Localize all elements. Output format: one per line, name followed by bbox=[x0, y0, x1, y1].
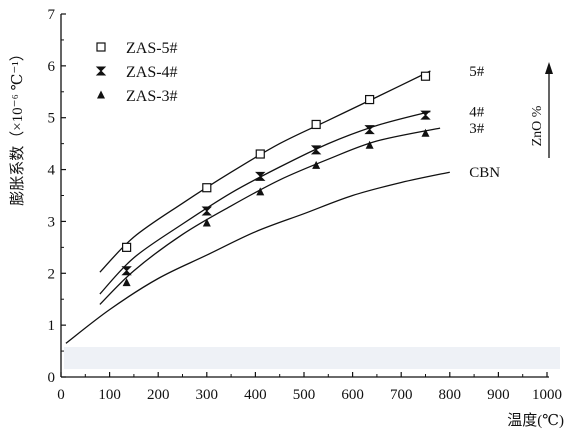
side-annotation: ZnO % bbox=[530, 62, 553, 158]
curve-label: CBN bbox=[469, 165, 500, 181]
y-tick-label: 5 bbox=[48, 111, 56, 127]
marker-triangle bbox=[256, 187, 265, 196]
marker-triangle bbox=[97, 90, 105, 99]
side-label: ZnO % bbox=[530, 105, 545, 146]
y-tick-label: 1 bbox=[48, 318, 56, 334]
x-tick-label: 0 bbox=[57, 387, 65, 403]
y-tick-label: 2 bbox=[48, 266, 56, 282]
x-tick-label: 400 bbox=[244, 387, 267, 403]
marker-hourglass bbox=[420, 110, 431, 120]
marker-hourglass bbox=[95, 66, 107, 76]
background-band bbox=[64, 347, 560, 369]
curve-label: 4# bbox=[469, 104, 485, 120]
marker-hourglass bbox=[255, 171, 266, 181]
x-ticks: 0 100 200 300 400 500 600 700 800 900 1000 bbox=[57, 372, 562, 403]
y-tick-label: 0 bbox=[48, 370, 56, 386]
marker-hourglass bbox=[121, 266, 132, 276]
x-tick-label: 800 bbox=[439, 387, 462, 403]
marker-open-square bbox=[311, 119, 321, 130]
y-tick-label: 6 bbox=[48, 59, 56, 75]
marker-open-square bbox=[255, 149, 265, 159]
x-tick-label: 300 bbox=[196, 387, 219, 403]
marker-hourglass bbox=[310, 145, 322, 155]
legend-label: ZAS-4# bbox=[126, 64, 178, 81]
curve-labels: 5# 4#3# CBN bbox=[469, 64, 500, 181]
marker-open-square bbox=[96, 42, 106, 52]
x-tick-label: 600 bbox=[341, 387, 364, 403]
marker-open-square bbox=[365, 94, 375, 105]
marker-hourglass bbox=[364, 125, 375, 135]
x-axis-title: 温度(℃) bbox=[507, 412, 564, 429]
curve-label: 3# bbox=[469, 121, 485, 137]
marker-open-square bbox=[420, 71, 431, 81]
data-markers bbox=[121, 71, 431, 287]
series-line bbox=[65, 171, 450, 344]
series-line bbox=[99, 127, 441, 305]
marker-triangle bbox=[312, 160, 321, 169]
y-axis-title: 膨胀系数（×10⁻⁶ ℃⁻¹） bbox=[9, 46, 26, 206]
marker-triangle bbox=[421, 128, 430, 137]
legend-label: ZAS-3# bbox=[126, 88, 178, 105]
marker-triangle bbox=[122, 278, 131, 287]
marker-open-square bbox=[202, 183, 212, 193]
y-tick-label: 7 bbox=[48, 7, 56, 23]
marker-triangle bbox=[202, 218, 211, 227]
x-tick-label: 1000 bbox=[532, 387, 562, 403]
marker-triangle bbox=[365, 140, 374, 149]
legend: ZAS-5# ZAS-4# ZAS-3# bbox=[95, 40, 178, 105]
y-tick-label: 3 bbox=[48, 214, 56, 230]
y-tick-label: 4 bbox=[48, 163, 56, 179]
series-line bbox=[99, 110, 431, 295]
x-tick-label: 900 bbox=[487, 387, 510, 403]
side-arrow-head bbox=[545, 62, 553, 74]
curve-label: 5# bbox=[469, 64, 485, 80]
fit-curves bbox=[65, 70, 450, 344]
x-tick-label: 700 bbox=[390, 387, 413, 403]
marker-open-square bbox=[122, 242, 132, 252]
y-ticks: 0 1 2 3 4 5 6 7 bbox=[48, 7, 66, 386]
legend-label: ZAS-5# bbox=[126, 40, 178, 57]
x-tick-label: 200 bbox=[147, 387, 170, 403]
x-tick-label: 500 bbox=[293, 387, 316, 403]
marker-hourglass bbox=[201, 206, 213, 216]
x-tick-label: 100 bbox=[98, 387, 121, 403]
